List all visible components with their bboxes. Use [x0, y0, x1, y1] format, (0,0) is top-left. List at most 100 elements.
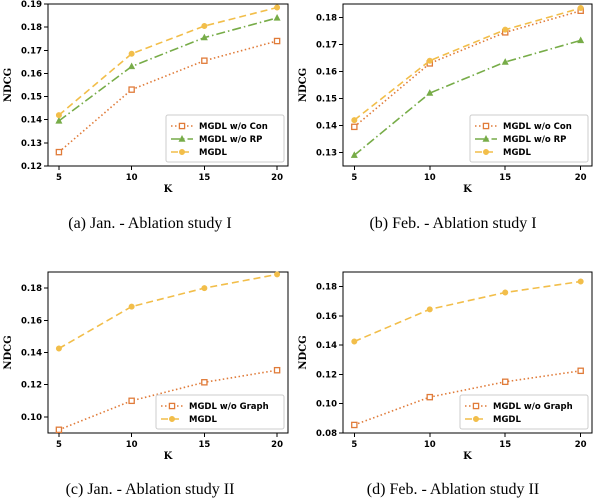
legend-marker [178, 122, 186, 130]
data-point [350, 151, 358, 158]
data-point [274, 271, 281, 278]
legend-label: MGDL [189, 415, 217, 425]
series-line [353, 10, 581, 128]
y-tick-label: 0.10 [21, 413, 42, 423]
chart-panel-4: 0.08 0.10 0.12 0.14 0.16 0.18 5 10 15 20 K NDCG MGDL… [298, 271, 593, 498]
x-tick-label: 15 [499, 173, 511, 183]
x-tick-label: 5 [56, 173, 62, 183]
y-tick-label: 0.16 [316, 68, 337, 78]
data-point [55, 426, 63, 434]
legend-label: MGDL [493, 415, 521, 425]
legend: MGDL w/o Graph MGDL [155, 394, 285, 430]
legend-marker [168, 402, 176, 410]
y-tick-label: 0.16 [316, 312, 337, 322]
chart-panel-2: 0.13 0.14 0.15 0.16 0.17 0.18 5 10 15 20 K NDCG MGDL… [298, 3, 593, 232]
y-tick-label: 0.19 [21, 0, 42, 10]
series-mgdl [55, 271, 281, 352]
legend-label: MGDL [503, 148, 531, 158]
x-tick-label: 5 [56, 440, 62, 450]
x-tick-label: 20 [575, 173, 587, 183]
data-point [201, 379, 208, 386]
data-point [577, 5, 584, 12]
legend-marker [472, 402, 480, 410]
series-mgdl-w-o-graph [55, 366, 281, 434]
series-mgdl-w-o-rp [350, 36, 585, 158]
y-tick-label: 0.14 [21, 349, 42, 359]
x-tick-label: 15 [198, 440, 210, 450]
y-tick-label: 0.12 [316, 370, 337, 380]
legend-marker [482, 149, 489, 156]
y-tick-label: 0.08 [316, 429, 337, 439]
data-point [273, 13, 281, 21]
y-axis-label: NDCG [298, 68, 309, 102]
x-tick-label: 10 [126, 173, 138, 183]
legend-label: MGDL [199, 148, 227, 158]
plot-frame [342, 271, 593, 434]
x-tick-label: 5 [351, 173, 357, 183]
data-point [501, 378, 509, 386]
data-point [577, 278, 584, 285]
data-point [128, 303, 135, 310]
y-axis-label: NDCG [3, 68, 14, 102]
y-tick-label: 0.15 [21, 93, 42, 103]
data-point [426, 393, 434, 401]
plot-frame [47, 3, 289, 167]
plot-frame [342, 3, 593, 167]
data-point [55, 116, 63, 124]
data-point [201, 22, 208, 29]
legend-box [165, 114, 285, 163]
legend-marker [179, 149, 186, 156]
y-tick-label: 0.18 [21, 23, 42, 33]
data-point [502, 289, 509, 296]
series-mgdl [55, 4, 281, 119]
series-mgdl [351, 5, 584, 124]
x-axis-label: K [164, 451, 173, 462]
data-point [426, 57, 433, 64]
y-axis-label: NDCG [298, 335, 309, 369]
x-axis-label: K [463, 184, 472, 195]
legend-marker [472, 415, 479, 422]
series-line [354, 370, 581, 426]
data-point [55, 148, 63, 156]
legend-label: MGDL w/o RP [503, 135, 566, 145]
y-tick-label: 0.13 [316, 149, 337, 159]
data-point [426, 306, 433, 313]
y-tick-label: 0.18 [316, 14, 337, 24]
y-tick-label: 0.14 [316, 122, 337, 132]
legend-marker [169, 415, 176, 422]
data-point [128, 86, 135, 93]
legend-label: MGDL w/o Con [199, 122, 268, 132]
chart-panel-1: 0.12 0.13 0.14 0.15 0.16 0.17 0.18 0.19 5 10 15 20 K… [3, 0, 289, 232]
x-tick-label: 20 [271, 173, 283, 183]
legend-box [155, 394, 285, 430]
legend: MGDL w/o Graph MGDL [459, 394, 589, 430]
panel-caption: (d) Feb. - Ablation study II [367, 481, 539, 498]
series-mgdl-w-o-con [351, 7, 584, 131]
series-mgdl-w-o-con [55, 37, 281, 156]
data-point [351, 421, 358, 429]
series-mgdl [351, 278, 584, 345]
y-tick-label: 0.18 [21, 284, 42, 294]
series-mgdl-w-o-graph [351, 367, 584, 429]
data-point [351, 123, 358, 131]
data-point [55, 112, 62, 119]
series-line [353, 39, 581, 156]
x-tick-label: 20 [575, 440, 587, 450]
legend: MGDL w/o Con MGDL w/o RP MGDL [165, 114, 285, 163]
legend-marker [482, 122, 490, 130]
data-point [128, 397, 135, 405]
data-point [426, 89, 434, 96]
y-tick-label: 0.14 [316, 341, 337, 351]
y-tick-label: 0.10 [316, 400, 337, 410]
data-point [128, 50, 135, 57]
data-point [273, 366, 281, 374]
data-point [351, 338, 358, 345]
data-point [200, 33, 208, 41]
y-tick-label: 0.12 [21, 381, 42, 391]
legend: MGDL w/o Con MGDL w/o RP MGDL [469, 114, 589, 163]
y-tick-label: 0.16 [21, 316, 42, 326]
legend-label: MGDL w/o Graph [493, 402, 573, 412]
legend-marker [178, 135, 186, 142]
x-axis-label: K [164, 184, 173, 195]
